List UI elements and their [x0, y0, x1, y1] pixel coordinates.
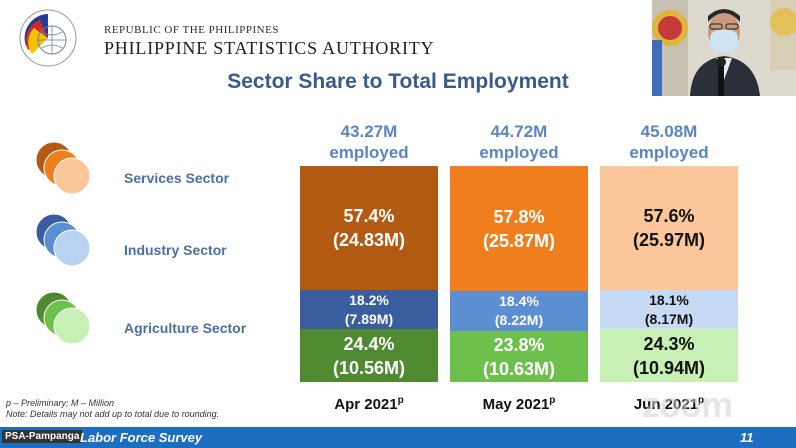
services-segment: 57.6% (25.97M) — [600, 166, 738, 290]
legend-icon-0 — [34, 140, 106, 204]
agriculture-value: (10.94M) — [632, 357, 706, 378]
employed-value: 43.27M — [340, 122, 398, 141]
employed-label: employed — [479, 143, 559, 162]
column-total: 44.72M employed — [449, 121, 589, 163]
services-value: (24.83M) — [332, 230, 406, 250]
industry-segment: 18.2% (7.89M) — [300, 290, 438, 329]
legend-label: Agriculture Sector — [124, 320, 247, 336]
agriculture-pct: 24.3% — [643, 333, 695, 354]
footer-title: Labor Force Survey — [80, 430, 203, 445]
employed-label: employed — [329, 143, 409, 162]
footer-bar — [0, 427, 796, 448]
column-total: 43.27M employed — [299, 121, 439, 163]
slide-title: Sector Share to Total Employment — [227, 70, 569, 93]
services-segment: 57.8% (25.87M) — [450, 166, 588, 291]
legend-circle — [53, 229, 91, 267]
services-segment: 57.4% (24.83M) — [300, 166, 438, 290]
x-axis-label: Apr 2021p — [334, 395, 404, 413]
industry-value: (7.89M) — [344, 310, 394, 327]
agriculture-pct: 24.4% — [343, 333, 395, 354]
industry-value: (8.17M) — [644, 310, 694, 327]
industry-segment: 18.1% (8.17M) — [600, 290, 738, 329]
industry-pct: 18.1% — [649, 291, 689, 308]
psa-logo-icon — [18, 8, 78, 68]
agriculture-value: (10.56M) — [332, 357, 406, 378]
services-pct: 57.8% — [493, 206, 545, 227]
agriculture-segment: 23.8% (10.63M) — [450, 331, 588, 382]
republic-text: REPUBLIC OF THE PHILIPPINES — [104, 24, 279, 36]
column-total: 45.08M employed — [599, 121, 739, 163]
legend-icon-2 — [34, 290, 106, 354]
agriculture-pct: 23.8% — [493, 334, 545, 355]
services-value: (25.97M) — [632, 230, 706, 250]
agriculture-segment: 24.4% (10.56M) — [300, 329, 438, 382]
authority-name: PHILIPPINE STATISTICS AUTHORITY — [104, 38, 435, 58]
legend-circle — [53, 307, 91, 345]
speaker-video-icon[interactable] — [652, 0, 796, 96]
employed-value: 45.08M — [640, 122, 698, 141]
legend-icon-1 — [34, 212, 106, 276]
industry-value: (8.22M) — [494, 312, 544, 328]
page-number: 11 — [740, 430, 754, 445]
zoom-watermark: zoom — [642, 384, 733, 425]
agriculture-value: (10.63M) — [482, 358, 556, 379]
agriculture-segment: 24.3% (10.94M) — [600, 329, 738, 382]
industry-segment: 18.4% (8.22M) — [450, 291, 588, 331]
services-pct: 57.4% — [343, 206, 395, 226]
footnote-abbrev: p – Preliminary; M – Million — [6, 398, 115, 408]
x-axis-label: May 2021p — [482, 395, 556, 413]
services-pct: 57.6% — [643, 206, 695, 226]
x-axis-label: Jun 2021p — [633, 395, 705, 413]
services-value: (25.87M) — [482, 230, 556, 251]
footnote-rounding: Note: Details may not add up to total du… — [6, 409, 220, 419]
speaker-name-tag: PSA-Pampanga — [2, 430, 83, 443]
industry-pct: 18.2% — [349, 291, 389, 308]
employed-label: employed — [629, 143, 709, 162]
industry-pct: 18.4% — [499, 293, 539, 309]
legend-label: Industry Sector — [124, 242, 227, 258]
legend-circle — [53, 157, 91, 195]
footnotes: p – Preliminary; M – Million Note: Detai… — [6, 398, 219, 420]
legend-label: Services Sector — [124, 170, 230, 186]
employed-value: 44.72M — [490, 122, 548, 141]
